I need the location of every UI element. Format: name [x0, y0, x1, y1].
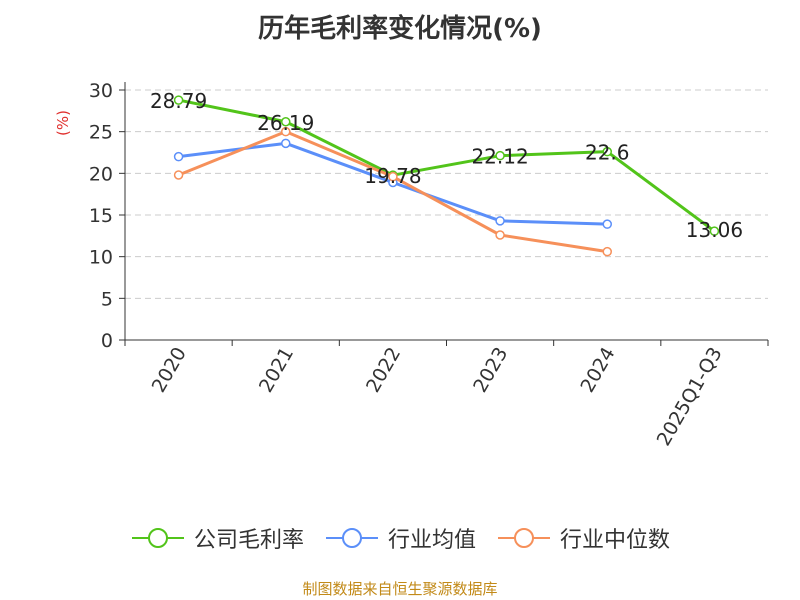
data-label: 28.79	[150, 89, 207, 113]
legend-item[interactable]: 行业中位数	[496, 522, 670, 554]
y-tick-label: 10	[89, 247, 113, 269]
data-labels: 28.79 26.19 19.78 22.12 22.6 13.06	[150, 89, 743, 242]
data-point	[173, 151, 184, 162]
data-label: 19.78	[364, 164, 421, 188]
legend-marker	[514, 528, 534, 548]
y-tick-label: 30	[89, 80, 113, 102]
legend-line-circle-icon	[498, 528, 550, 548]
x-tick-label: 2022	[362, 344, 405, 397]
series-line	[177, 130, 609, 254]
data-label: 22.12	[471, 145, 528, 169]
legend-item[interactable]: 行业均值	[324, 522, 476, 554]
data-point	[173, 170, 184, 180]
data-point	[602, 219, 612, 229]
data-point	[709, 226, 720, 236]
data-point	[602, 146, 612, 157]
y-axis-label: (%)	[54, 110, 72, 136]
data-point	[281, 126, 291, 137]
legend-line-circle-icon	[131, 528, 184, 548]
x-tick-label: 2021	[255, 344, 298, 397]
y-tick-label: 0	[101, 330, 113, 352]
y-tick-label: 15	[89, 205, 113, 227]
legend-label: 行业均值	[387, 528, 476, 553]
data-point	[602, 246, 612, 257]
axes: 0 5 10 15 20 25 30 (%) 2020 2021 2022 2023 2024 2025Q…	[54, 80, 769, 450]
legend-line-circle-icon	[325, 528, 378, 548]
x-tick-label: 2025Q1-Q3	[653, 344, 727, 450]
source-note: 制图数据来自恒生聚源数据库	[302, 580, 498, 598]
data-point	[495, 230, 505, 240]
data-point	[173, 95, 184, 105]
data-point	[388, 171, 398, 182]
data-label: 22.6	[585, 141, 630, 165]
grid-lines	[125, 89, 768, 299]
data-point	[281, 138, 291, 149]
legend-label: 公司毛利率	[193, 528, 304, 553]
y-tick-label: 25	[89, 122, 113, 144]
data-point	[495, 150, 505, 161]
legend-item[interactable]: 公司毛利率	[130, 522, 304, 554]
series-lines	[173, 95, 720, 257]
legend-marker	[341, 528, 362, 548]
data-point	[495, 216, 505, 226]
x-tick-label: 2024	[576, 344, 619, 397]
chart-title: 历年毛利率变化情况(%)	[258, 14, 542, 44]
y-tick-label: 20	[89, 163, 113, 185]
data-label: 13.06	[686, 218, 743, 242]
x-tick-label: 2023	[469, 344, 512, 397]
x-tick-label: 2020	[148, 344, 191, 397]
data-point	[281, 117, 291, 127]
data-label: 26.19	[257, 111, 314, 135]
legend: 公司毛利率 行业均值 行业中位数	[0, 520, 800, 556]
legend-label: 行业中位数	[560, 528, 671, 553]
series-line	[177, 98, 716, 233]
y-tick-label: 5	[101, 288, 113, 310]
legend-marker	[147, 528, 168, 548]
